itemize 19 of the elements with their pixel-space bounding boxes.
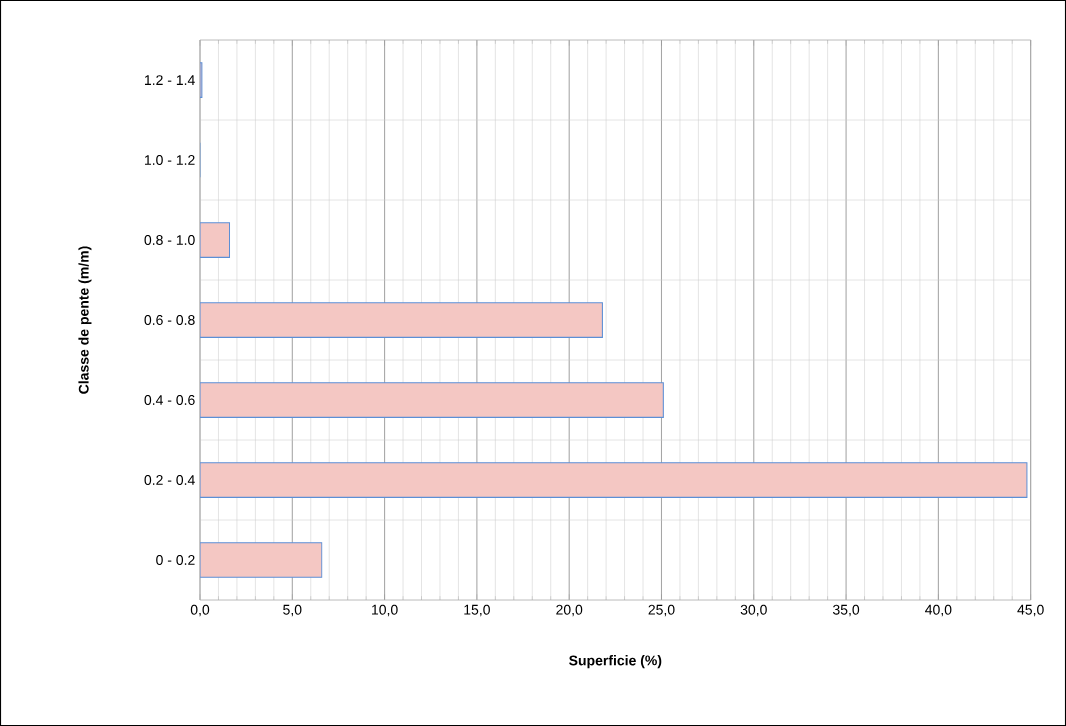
y-tick-label: 0.6 - 0.8 — [144, 315, 195, 325]
x-tick-label: 45,0 — [1017, 604, 1044, 617]
y-tick-label: 0.2 - 0.4 — [144, 475, 195, 485]
y-tick-label: 0.8 - 1.0 — [144, 235, 195, 245]
x-tick-label: 30,0 — [740, 604, 767, 617]
y-tick-label: 1.2 - 1.4 — [145, 75, 195, 85]
x-tick-label: 10,0 — [372, 604, 398, 617]
x-tick-label: 40,0 — [925, 604, 952, 617]
y-tick-label: 0 - 0.2 — [156, 555, 195, 565]
x-tick-label: 5,0 — [283, 604, 302, 617]
x-tick-label: 15,0 — [464, 604, 490, 617]
x-axis-title: Superficie (%) — [569, 655, 662, 669]
y-axis-title: Classe de pente (m/m) — [78, 246, 92, 394]
x-tick-label: 25,0 — [648, 604, 675, 617]
y-tick-label: 0.4 - 0.6 — [144, 395, 195, 405]
x-tick-label: 20,0 — [556, 604, 583, 617]
x-tick-label: 0,0 — [190, 604, 210, 617]
y-tick-label: 1.0 - 1.2 — [145, 155, 195, 165]
x-tick-label: 35,0 — [832, 604, 860, 617]
